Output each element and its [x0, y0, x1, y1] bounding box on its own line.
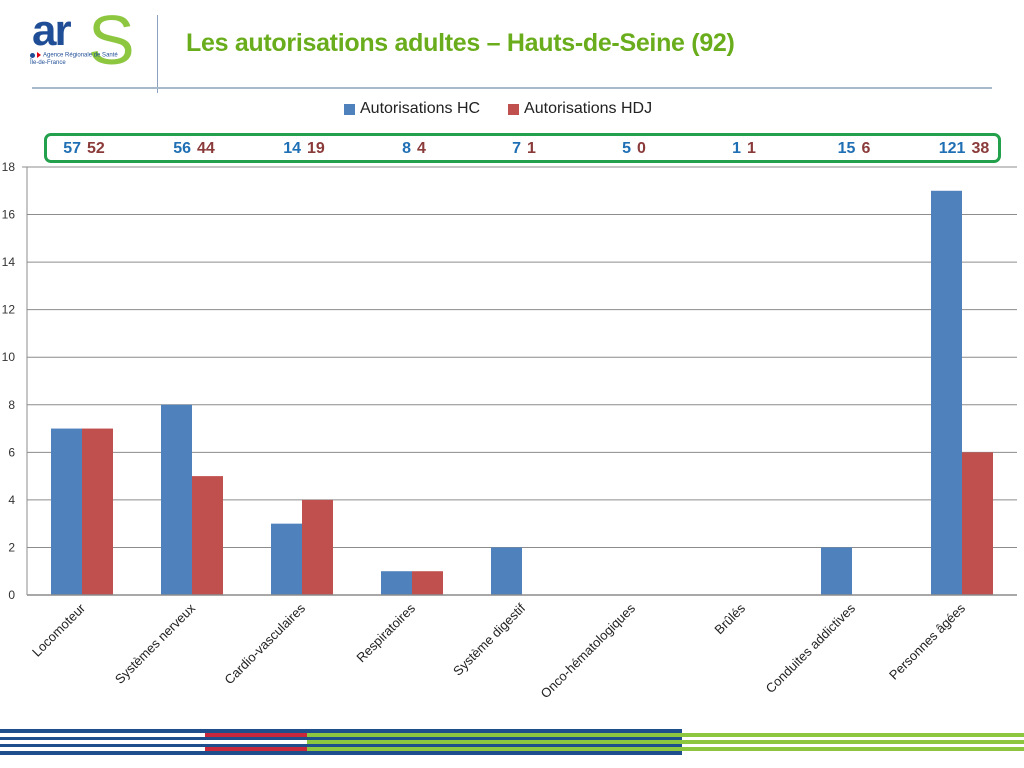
footer-green-stripe — [682, 747, 1024, 751]
footer-green-stripe — [682, 733, 1024, 737]
x-tick-label: Conduites addictives — [763, 600, 859, 696]
totals-pair: 121 38 — [939, 140, 990, 158]
legend-label-hdj: Autorisations HDJ — [524, 100, 653, 117]
y-tick-label: 6 — [8, 445, 15, 459]
header-horizontal-divider — [32, 87, 992, 89]
legend-swatch-hc — [344, 103, 355, 115]
x-tick-label: Système digestif — [450, 600, 528, 678]
total-hdj: 52 — [87, 140, 105, 157]
y-tick-label: 0 — [8, 588, 15, 602]
total-hdj: 4 — [417, 140, 426, 157]
x-tick-label: Personnes âgées — [886, 600, 969, 683]
bar-hc — [931, 190, 962, 595]
totals-pair: 56 44 — [173, 140, 215, 158]
footer-green-stripe — [307, 733, 682, 737]
bar-hdj — [412, 571, 443, 595]
chart-legend: Autorisations HC Autorisations HDJ — [344, 100, 680, 118]
x-tick-label: Respiratoires — [353, 600, 418, 665]
bar-hc — [271, 523, 302, 595]
y-tick-label: 8 — [8, 398, 15, 412]
total-hc: 121 — [938, 140, 966, 157]
footer-stripes — [0, 729, 1024, 755]
bar-hdj — [82, 428, 113, 595]
total-hc: 57 — [63, 140, 81, 157]
bar-hdj — [192, 476, 223, 595]
total-hdj: 38 — [971, 140, 990, 157]
logo-region-text: Île-de-France — [30, 60, 66, 66]
totals-box — [44, 133, 1001, 163]
y-tick-label: 4 — [8, 493, 15, 507]
bar-hc — [161, 404, 192, 595]
y-tick-label: 18 — [2, 160, 16, 174]
footer-white-stripe — [0, 747, 205, 751]
logo-agency-line: Agence Régionale de Santé — [30, 52, 118, 59]
total-hc: 14 — [283, 140, 301, 157]
footer-green-stripe — [682, 740, 1024, 744]
total-hdj: 1 — [747, 140, 756, 157]
bar-hdj — [302, 499, 333, 595]
bar-chart: 0 2 4 6 8 10 12 14 16 18 Locomoteur Systèmes nerveu… — [2, 160, 1017, 701]
footer-green-stripe — [307, 747, 682, 751]
logo-dot-icon — [30, 52, 35, 58]
total-hc: 7 — [512, 140, 521, 157]
total-hdj: 1 — [527, 140, 536, 157]
y-tick-label: 14 — [2, 255, 16, 269]
legend-label-hc: Autorisations HC — [360, 100, 481, 117]
logo-agency-text: Agence Régionale de Santé — [43, 52, 118, 59]
page-title: Les autorisations adultes – Hauts-de-Sei… — [186, 29, 735, 57]
totals-pair: 57 52 — [63, 140, 105, 158]
footer-white-stripe — [205, 740, 307, 744]
footer-red-stripe — [205, 747, 307, 751]
total-hdj: 44 — [197, 140, 215, 157]
x-tick-label: Systèmes nerveux — [112, 600, 199, 687]
logo-mark-s: S — [88, 1, 135, 79]
bar-hc — [491, 547, 522, 595]
ars-logo: ar S Agence Régionale de Santé Île-de-Fr… — [30, 1, 145, 82]
bar-hc — [821, 547, 852, 595]
total-hc: 5 — [622, 140, 631, 157]
header-vertical-divider — [157, 15, 158, 93]
x-tick-label: Onco-hématologiques — [538, 600, 639, 701]
y-tick-label: 12 — [2, 303, 16, 317]
x-tick-label: Locomoteur — [29, 600, 89, 660]
bar-hc — [51, 428, 82, 595]
totals-pair: 15 6 — [838, 140, 871, 158]
total-hc: 56 — [173, 140, 191, 157]
totals-pair: 14 19 — [283, 140, 325, 158]
total-hdj: 6 — [861, 140, 871, 157]
footer-green-stripe — [307, 740, 682, 744]
footer-white-stripe — [0, 740, 205, 744]
legend-swatch-hdj — [508, 103, 520, 115]
footer-white-stripe — [0, 733, 205, 737]
total-hdj: 0 — [637, 140, 646, 157]
x-tick-label: Cardio-vasculaires — [221, 600, 308, 687]
footer-red-stripe — [205, 733, 307, 737]
bar-hc — [381, 571, 412, 595]
bar-hdj — [962, 452, 993, 595]
logo-arrow-icon — [36, 52, 41, 58]
total-hc: 15 — [837, 140, 856, 157]
total-hc: 8 — [402, 140, 411, 157]
x-tick-label: Brûlés — [711, 600, 748, 637]
legend-item-hdj: Autorisations HDJ — [508, 100, 652, 118]
total-hdj: 19 — [307, 140, 325, 157]
y-tick-label: 10 — [2, 350, 16, 364]
total-hc: 1 — [732, 140, 741, 157]
y-tick-label: 2 — [8, 540, 15, 554]
y-tick-label: 16 — [2, 208, 16, 222]
logo-mark-ar: ar — [32, 6, 72, 55]
legend-item-hc: Autorisations HC — [344, 100, 480, 118]
